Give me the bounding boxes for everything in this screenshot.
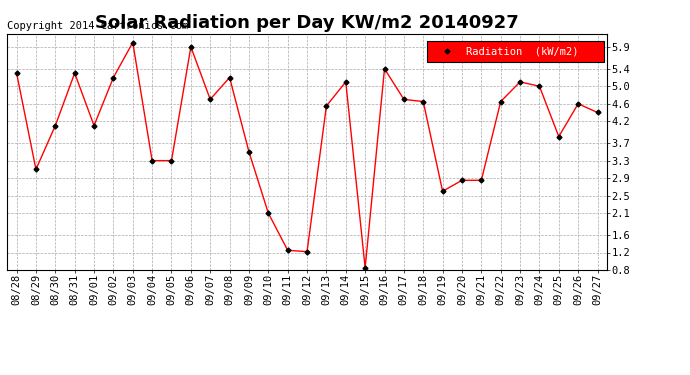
Text: Radiation  (kW/m2): Radiation (kW/m2): [466, 46, 579, 57]
Text: Copyright 2014 Cartronics.com: Copyright 2014 Cartronics.com: [7, 21, 188, 32]
Title: Solar Radiation per Day KW/m2 20140927: Solar Radiation per Day KW/m2 20140927: [95, 14, 519, 32]
FancyBboxPatch shape: [427, 41, 604, 62]
